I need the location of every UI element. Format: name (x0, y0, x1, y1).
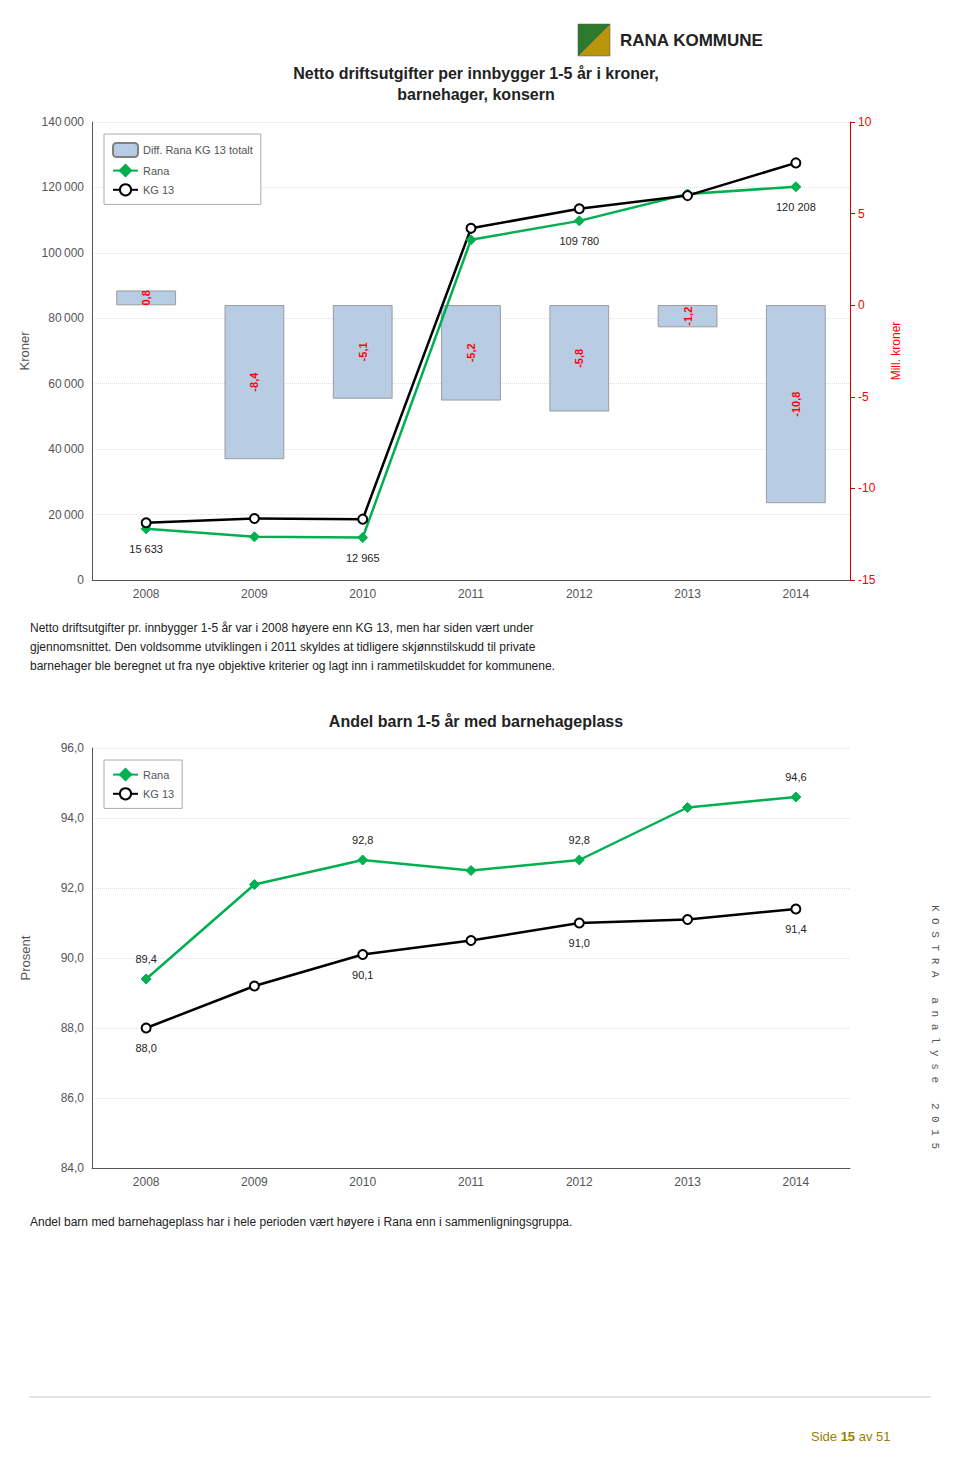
svg-text:90,0: 90,0 (61, 951, 85, 965)
svg-text:40 000: 40 000 (48, 442, 84, 456)
svg-text:84,0: 84,0 (61, 1161, 85, 1175)
svg-text:12 965: 12 965 (346, 552, 380, 564)
svg-text:10: 10 (858, 115, 872, 129)
svg-text:-10,8: -10,8 (790, 392, 802, 417)
svg-text:120 000: 120 000 (42, 180, 85, 194)
svg-text:94,6: 94,6 (785, 771, 806, 783)
svg-text:2008: 2008 (133, 587, 160, 601)
svg-text:20 000: 20 000 (48, 508, 84, 522)
svg-text:2013: 2013 (674, 1175, 701, 1189)
svg-text:-5: -5 (858, 390, 869, 404)
svg-text:-5,2: -5,2 (465, 343, 477, 362)
svg-text:89,4: 89,4 (135, 953, 156, 965)
svg-text:2011: 2011 (458, 587, 484, 601)
svg-text:Netto driftsutgifter pr. innby: Netto driftsutgifter pr. innbygger 1-5 å… (30, 621, 534, 635)
svg-text:5: 5 (858, 207, 865, 221)
svg-text:KG 13: KG 13 (143, 788, 174, 800)
svg-text:15: 15 (841, 1429, 855, 1444)
svg-text:91,4: 91,4 (785, 923, 806, 935)
svg-text:RANA KOMMUNE: RANA KOMMUNE (620, 31, 763, 50)
svg-text:120 208: 120 208 (776, 201, 816, 213)
svg-text:2014: 2014 (783, 1175, 810, 1189)
svg-text:2012: 2012 (566, 587, 593, 601)
svg-text:90,1: 90,1 (352, 969, 373, 981)
svg-text:80 000: 80 000 (48, 311, 84, 325)
svg-text:0: 0 (858, 298, 865, 312)
svg-text:0: 0 (77, 573, 84, 587)
svg-text:Mill. kroner: Mill. kroner (889, 322, 903, 381)
svg-text:2014: 2014 (783, 587, 810, 601)
svg-text:140 000: 140 000 (42, 115, 85, 129)
svg-text:2008: 2008 (133, 1175, 160, 1189)
svg-text:2010: 2010 (349, 587, 376, 601)
svg-text:Rana: Rana (143, 769, 170, 781)
svg-text:Rana: Rana (143, 165, 170, 177)
svg-text:K O S T R A a n a l y s e: K O S T R A a n a l y s e 2 0 1 5 (929, 905, 941, 1149)
svg-text:2009: 2009 (241, 1175, 268, 1189)
svg-text:Side: Side (811, 1429, 841, 1444)
svg-text:96,0: 96,0 (61, 741, 85, 755)
svg-text:60 000: 60 000 (48, 377, 84, 391)
svg-text:gjennomsnittet. Den voldsomme: gjennomsnittet. Den voldsomme utviklinge… (30, 640, 536, 654)
svg-text:-1,2: -1,2 (682, 307, 694, 326)
svg-text:92,8: 92,8 (352, 834, 373, 846)
svg-text:88,0: 88,0 (61, 1021, 85, 1035)
svg-text:-10: -10 (858, 481, 876, 495)
svg-text:-5,8: -5,8 (573, 349, 585, 368)
svg-text:2012: 2012 (566, 1175, 593, 1189)
svg-text:-5,1: -5,1 (357, 342, 369, 361)
svg-text:2013: 2013 (674, 587, 701, 601)
svg-text:-8,4: -8,4 (248, 372, 260, 392)
svg-text:86,0: 86,0 (61, 1091, 85, 1105)
svg-text:Andel barn med barnehageplass: Andel barn med barnehageplass har i hele… (30, 1215, 572, 1229)
svg-text:Prosent: Prosent (18, 935, 33, 980)
svg-text:barnehager ble beregnet ut fra: barnehager ble beregnet ut fra nye objek… (30, 659, 555, 673)
svg-text:Andel barn 1-5 år med barnehag: Andel barn 1-5 år med barnehageplass (329, 713, 623, 730)
svg-text:2011: 2011 (458, 1175, 484, 1189)
svg-text:barnehager, konsern: barnehager, konsern (397, 86, 554, 103)
svg-text:91,0: 91,0 (569, 937, 590, 949)
svg-text:Diff. Rana KG 13 totalt: Diff. Rana KG 13 totalt (143, 144, 253, 156)
svg-text:0,8: 0,8 (140, 290, 152, 305)
svg-text:KG 13: KG 13 (143, 184, 174, 196)
svg-text:92,8: 92,8 (569, 834, 590, 846)
svg-text:Netto driftsutgifter per innby: Netto driftsutgifter per innbygger 1-5 å… (293, 65, 658, 82)
svg-text:100 000: 100 000 (42, 246, 85, 260)
svg-text:Kroner: Kroner (17, 331, 32, 371)
svg-text:92,0: 92,0 (61, 881, 85, 895)
svg-text:15 633: 15 633 (129, 543, 163, 555)
svg-text:94,0: 94,0 (61, 811, 85, 825)
svg-text:2010: 2010 (349, 1175, 376, 1189)
svg-text:-15: -15 (858, 573, 876, 587)
svg-text:av 51: av 51 (855, 1429, 890, 1444)
svg-text:109 780: 109 780 (559, 235, 599, 247)
svg-text:2009: 2009 (241, 587, 268, 601)
svg-text:88,0: 88,0 (135, 1042, 156, 1054)
